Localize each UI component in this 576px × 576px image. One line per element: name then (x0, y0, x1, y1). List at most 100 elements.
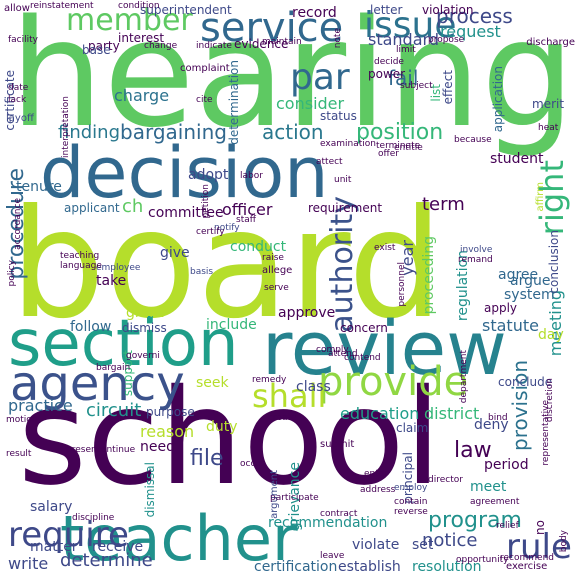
word-teacher: teacher (60, 502, 298, 575)
word-base: base (82, 43, 111, 57)
word-shall: shall (252, 377, 327, 415)
word-principal: principal (401, 452, 415, 504)
word-agreement: agreement (470, 497, 520, 507)
word-charge: charge (114, 86, 170, 105)
word-allege: allege (262, 265, 293, 276)
word-propose: propose (428, 35, 465, 45)
word-employ: employ (394, 483, 428, 493)
word-interpretation: interpretation (61, 96, 71, 159)
word-discharge: discharge (526, 37, 575, 48)
word-limit: limit (396, 45, 416, 55)
word-agency: agency (10, 356, 185, 412)
word-provide: provide (318, 359, 469, 405)
word-notice: notice (422, 530, 478, 551)
word-indicate: indicate (196, 41, 232, 51)
word-committee: committee (148, 205, 224, 221)
word-resolution: resolution (412, 559, 482, 575)
word-conduct: conduct (230, 239, 287, 255)
word-salary: salary (30, 499, 73, 515)
word-affirm: affirm (535, 182, 546, 212)
word-teaching: teaching (60, 251, 100, 261)
word-attend: attend (328, 349, 358, 359)
word-entitle: entitle (394, 143, 423, 153)
word-dismiss: dismiss (122, 321, 167, 335)
word-representative: representative (541, 400, 551, 466)
word-offer: offer (378, 149, 399, 159)
word-letter: letter (370, 3, 403, 17)
word-party: party (88, 39, 120, 53)
word-bind: bind (488, 413, 508, 423)
word-follow: follow (70, 319, 112, 335)
word-applicant: applicant (64, 201, 120, 215)
word-contend: contend (344, 353, 381, 363)
word-system: system (504, 287, 555, 303)
word-application: application (491, 66, 505, 133)
word-bargain: bargain (96, 363, 131, 373)
word-give: give (160, 245, 190, 261)
word-claim: claim (396, 421, 429, 435)
word-consider: consider (276, 94, 345, 113)
word-condition: condition (118, 1, 160, 11)
word-reason: reason (140, 422, 195, 441)
word-relief: relief (496, 521, 519, 531)
word-because: because (454, 135, 492, 145)
word-receive: receive (92, 539, 144, 555)
word-section: section (8, 307, 239, 381)
word-provision: provision (508, 360, 532, 451)
word-accordance: accordance (13, 198, 23, 250)
word-certify: certify (196, 227, 225, 237)
word-meet: meet (470, 479, 507, 495)
word-set: set (412, 537, 434, 553)
word-leave: leave (320, 551, 345, 561)
word-deny: deny (474, 417, 509, 433)
word-district: district (424, 404, 480, 423)
word-service: service (200, 5, 344, 51)
word-language: language (60, 261, 102, 271)
word-reverse: reverse (394, 507, 428, 517)
word-establish: establish (338, 559, 401, 575)
word-term: term (422, 194, 465, 215)
word-exercise: exercise (506, 561, 548, 572)
word-discipline: discipline (72, 513, 115, 523)
word-occur: occur (240, 459, 265, 469)
word-member: member (66, 3, 193, 38)
word-director: director (428, 475, 463, 485)
word-motion: motion (6, 415, 38, 425)
word-employee: employee (96, 263, 141, 273)
word-no: no (533, 520, 547, 535)
word-complaint: complaint (180, 63, 230, 74)
word-standard: standard (368, 30, 439, 49)
word-subject: subject (400, 81, 433, 91)
word-merit: merit (532, 97, 565, 111)
word-continue: continue (96, 445, 136, 455)
word-law: law (454, 438, 492, 463)
word-bargaining: bargaining (120, 120, 227, 144)
word-require: require (8, 515, 129, 555)
word-note: note (333, 28, 343, 49)
word-interest: interest (118, 31, 165, 45)
word-ch: ch (122, 196, 144, 217)
word-petition: petition (201, 184, 211, 219)
word-basis: basis (190, 267, 214, 277)
word-determine: determine (60, 550, 153, 571)
word-concern: concern (340, 321, 388, 335)
word-dismissal: dismissal (143, 462, 157, 518)
word-violate: violate (352, 537, 400, 553)
word-par: par (290, 57, 350, 98)
word-requirement: requirement (308, 201, 383, 215)
word-superintendent: superintendent (140, 3, 232, 17)
word-personnel: personnel (397, 262, 407, 307)
word-finding: finding (58, 122, 121, 143)
word-reinstatement: reinstatement (30, 1, 94, 11)
word-need: need (140, 439, 175, 455)
word-labor: labor (240, 171, 263, 181)
word-power: power (368, 67, 406, 81)
word-request: request (440, 22, 501, 41)
word-remedy: remedy (252, 375, 287, 385)
word-adopt: adopt (188, 167, 229, 183)
word-cite: cite (196, 95, 213, 105)
word-program: program (428, 508, 522, 533)
word-file: file (190, 446, 224, 471)
word-violation: violation (422, 3, 474, 17)
word-lack: lack (8, 95, 27, 105)
